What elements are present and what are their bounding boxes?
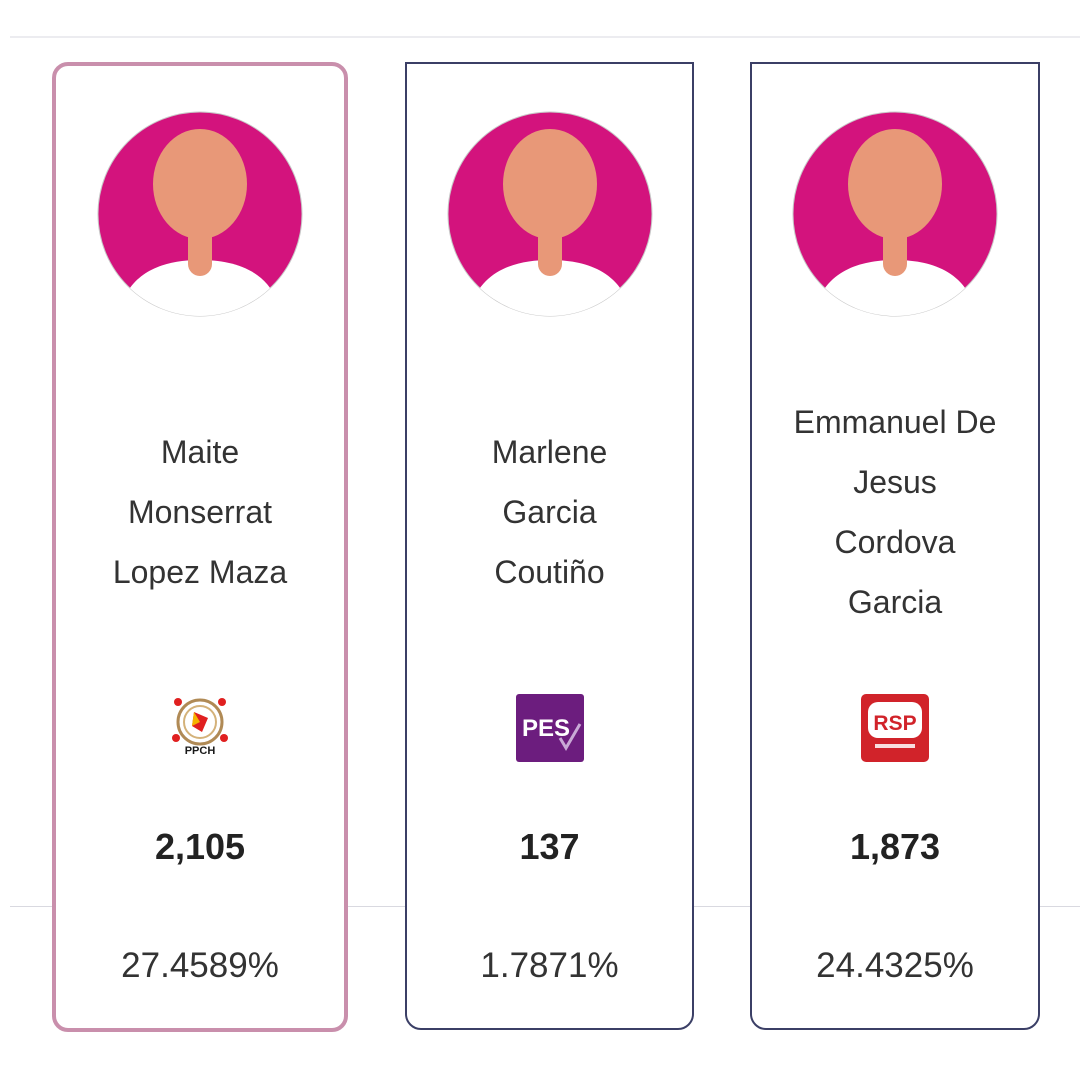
person-avatar-icon <box>792 111 998 317</box>
vote-percentage: 24.4325% <box>816 946 974 985</box>
candidate-card-1[interactable]: Maite Monserrat Lopez Maza PPCH 2,105 27… <box>52 62 348 1032</box>
svg-text:RSP: RSP <box>873 712 916 735</box>
ppch-logo-icon: PPCH <box>164 692 236 764</box>
name-line: Maite <box>160 434 240 470</box>
name-line: Garcia <box>502 494 597 530</box>
svg-text:PPCH: PPCH <box>185 745 216 757</box>
avatar <box>791 110 999 318</box>
name-line: Lopez Maza <box>112 554 288 590</box>
person-avatar-icon <box>447 111 652 317</box>
candidate-card-2[interactable]: Marlene Garcia Coutiño PES 137 1.7871% <box>405 62 694 1030</box>
rsp-logo-icon: RSP <box>859 692 931 764</box>
vote-count: 2,105 <box>154 826 246 867</box>
name-line: Garcia <box>847 584 943 620</box>
top-divider <box>10 36 1080 38</box>
name-line: Cordova <box>834 524 956 560</box>
svg-text:PES: PES <box>521 715 569 742</box>
vote-count: 1,873 <box>849 826 941 867</box>
vote-count: 137 <box>519 826 580 867</box>
vote-percentage: 1.7871% <box>480 946 619 985</box>
name-line: Monserrat <box>127 494 273 530</box>
candidate-name: Emmanuel De Jesus Cordova Garcia <box>752 392 1038 632</box>
vote-percentage: 27.4589% <box>121 946 279 985</box>
avatar <box>96 110 304 318</box>
candidate-card-3[interactable]: Emmanuel De Jesus Cordova Garcia RSP 1,8… <box>750 62 1040 1030</box>
name-line: Jesus <box>853 464 937 500</box>
person-avatar-icon <box>97 111 303 317</box>
avatar <box>446 110 654 318</box>
candidate-name: Maite Monserrat Lopez Maza <box>56 422 344 602</box>
name-line: Marlene <box>491 434 608 470</box>
pes-logo-icon: PES <box>514 692 586 764</box>
name-line: Coutiño <box>494 554 605 590</box>
candidate-name: Marlene Garcia Coutiño <box>407 422 692 602</box>
name-line: Emmanuel De <box>793 404 997 440</box>
